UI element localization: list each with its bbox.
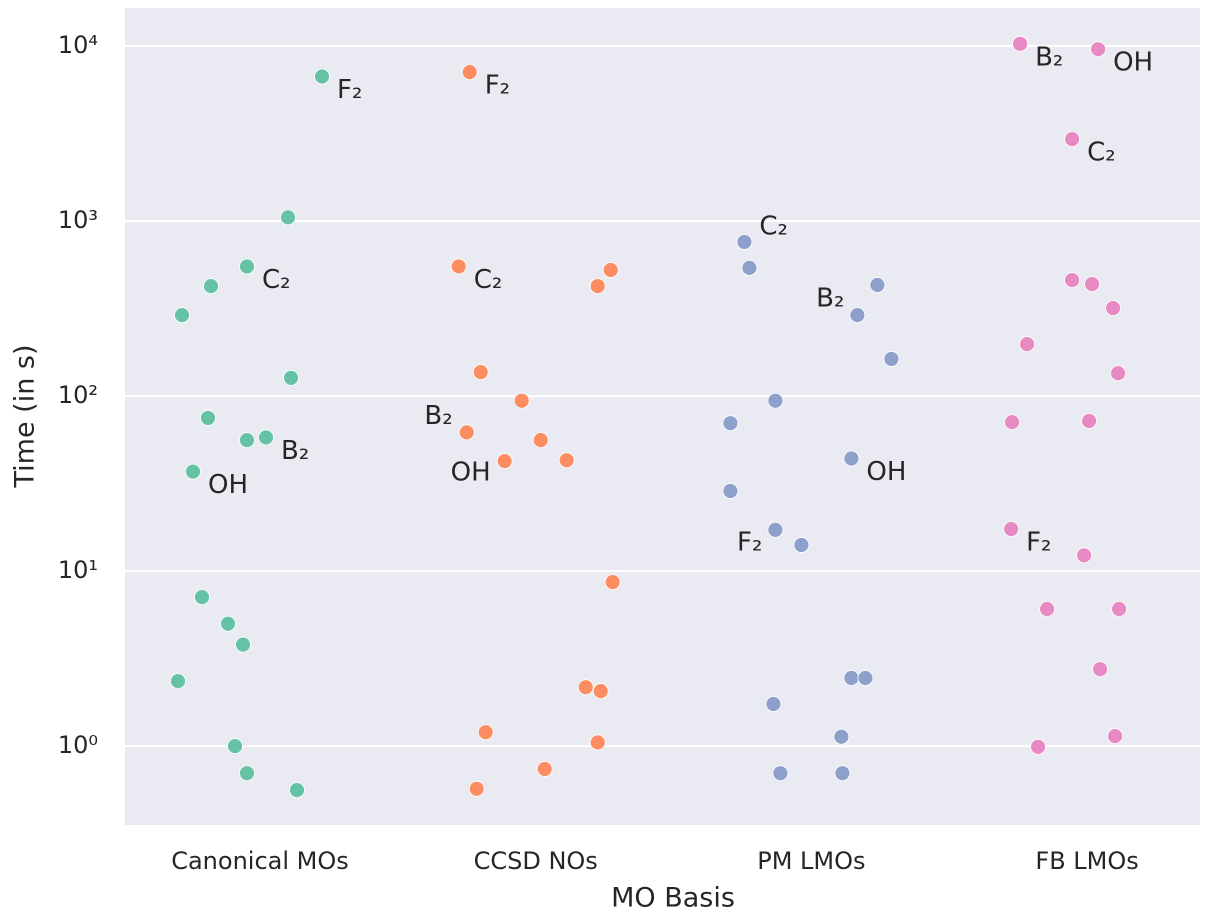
- point: [477, 724, 494, 741]
- point: [767, 521, 784, 538]
- point: [1105, 300, 1121, 317]
- point: [1039, 601, 1055, 617]
- point: [577, 679, 594, 696]
- point: [833, 728, 850, 745]
- y-tick-label: 10¹: [58, 556, 98, 584]
- point-label: F₂: [737, 527, 762, 557]
- point: [558, 452, 575, 469]
- point: [170, 673, 186, 690]
- point: [203, 278, 219, 294]
- point-label: B₂: [424, 401, 452, 431]
- point: [1111, 601, 1127, 617]
- point: [461, 64, 478, 80]
- point: [772, 765, 789, 782]
- point: [1064, 131, 1080, 148]
- point: [1003, 521, 1019, 537]
- point: [741, 259, 758, 276]
- point: [536, 761, 553, 777]
- point: [239, 765, 255, 782]
- y-axis-label: Time (in s): [10, 345, 41, 489]
- x-tick-label: Canonical MOs: [171, 847, 349, 875]
- point-label: C₂: [474, 265, 503, 295]
- point-label: OH: [866, 457, 906, 487]
- point: [857, 670, 874, 686]
- x-tick-label: PM LMOs: [757, 847, 865, 875]
- point: [283, 370, 299, 386]
- x-axis-label: MO Basis: [611, 883, 735, 913]
- plot-area: [125, 8, 1200, 825]
- point: [185, 463, 201, 480]
- point: [767, 392, 784, 409]
- point: [722, 415, 739, 432]
- point: [722, 483, 739, 499]
- point: [849, 307, 866, 324]
- point-label: B₂: [816, 284, 844, 314]
- point: [200, 410, 216, 426]
- point: [869, 277, 886, 293]
- point: [468, 780, 485, 797]
- point: [174, 307, 190, 324]
- point: [1064, 272, 1080, 288]
- point: [450, 258, 467, 275]
- point: [280, 209, 296, 226]
- point: [602, 262, 619, 278]
- point: [220, 615, 236, 632]
- point-label: B₂: [1035, 42, 1063, 72]
- point: [513, 392, 530, 409]
- point: [883, 351, 900, 367]
- point: [793, 537, 810, 553]
- point-label: C₂: [262, 265, 291, 295]
- point-label: F₂: [337, 75, 362, 105]
- y-tick-label: 10³: [58, 206, 98, 234]
- point: [1012, 35, 1028, 52]
- point: [1092, 661, 1108, 678]
- point: [532, 432, 549, 449]
- y-tick-label: 10⁴: [58, 31, 98, 59]
- point: [1110, 365, 1126, 382]
- point-label: B₂: [281, 436, 309, 466]
- point: [1004, 414, 1020, 430]
- point: [1030, 738, 1046, 755]
- point: [1090, 41, 1106, 58]
- point: [258, 429, 274, 446]
- point: [736, 234, 753, 250]
- point: [227, 738, 243, 754]
- point: [765, 696, 782, 712]
- point: [843, 670, 860, 686]
- point: [239, 258, 255, 275]
- x-tick-label: FB LMOs: [1035, 847, 1138, 875]
- point: [1084, 276, 1100, 293]
- point: [1107, 728, 1123, 745]
- point: [194, 589, 210, 606]
- point-label: OH: [1113, 48, 1153, 78]
- point-label: C₂: [1087, 138, 1116, 168]
- y-tick-label: 10⁰: [58, 731, 98, 759]
- point-label: F₂: [485, 71, 510, 101]
- point-label: OH: [208, 470, 248, 500]
- point-label: F₂: [1026, 527, 1051, 557]
- x-tick-label: CCSD NOs: [474, 847, 598, 875]
- point: [589, 278, 606, 294]
- point: [1019, 336, 1035, 353]
- point-label: C₂: [759, 211, 788, 241]
- point: [496, 453, 513, 470]
- point: [1081, 413, 1097, 429]
- point: [1076, 547, 1092, 564]
- point: [239, 432, 255, 449]
- point: [235, 636, 251, 653]
- y-tick-label: 10²: [58, 381, 98, 409]
- point: [289, 782, 305, 799]
- point: [314, 68, 330, 85]
- point: [604, 574, 621, 590]
- point: [589, 734, 606, 751]
- point-label: OH: [451, 458, 491, 488]
- point: [592, 683, 609, 700]
- point: [834, 765, 851, 782]
- point: [458, 424, 475, 441]
- point: [843, 450, 860, 467]
- point: [472, 364, 489, 381]
